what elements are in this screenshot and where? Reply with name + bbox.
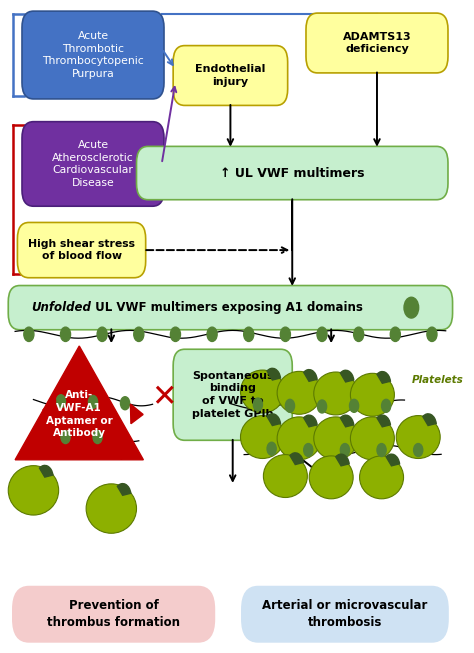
- FancyBboxPatch shape: [173, 46, 288, 105]
- Circle shape: [267, 442, 276, 455]
- Text: Endothelial
injury: Endothelial injury: [195, 64, 265, 87]
- FancyBboxPatch shape: [137, 146, 448, 200]
- Text: UL VWF multimers exposing A1 domains: UL VWF multimers exposing A1 domains: [91, 301, 363, 314]
- Circle shape: [171, 327, 181, 342]
- Ellipse shape: [314, 417, 358, 460]
- Wedge shape: [386, 454, 400, 466]
- Wedge shape: [377, 415, 391, 427]
- Ellipse shape: [314, 372, 358, 415]
- FancyBboxPatch shape: [173, 349, 292, 440]
- Polygon shape: [115, 441, 128, 460]
- Text: Anti-
VWF-A1
Aptamer or
Antibody: Anti- VWF-A1 Aptamer or Antibody: [46, 390, 113, 438]
- Text: Unfolded: Unfolded: [31, 301, 91, 314]
- Circle shape: [97, 327, 107, 342]
- Ellipse shape: [360, 456, 403, 499]
- Wedge shape: [118, 484, 131, 496]
- Wedge shape: [267, 414, 281, 426]
- Circle shape: [134, 327, 144, 342]
- FancyBboxPatch shape: [242, 586, 448, 642]
- Circle shape: [244, 327, 254, 342]
- FancyBboxPatch shape: [22, 121, 164, 206]
- Ellipse shape: [240, 370, 284, 413]
- Text: Prevention of
thrombus formation: Prevention of thrombus formation: [47, 599, 180, 629]
- Ellipse shape: [277, 372, 321, 414]
- Circle shape: [280, 327, 291, 342]
- Text: Arterial or microvascular
thrombosis: Arterial or microvascular thrombosis: [262, 599, 428, 629]
- Ellipse shape: [277, 417, 321, 460]
- Ellipse shape: [309, 456, 353, 499]
- Polygon shape: [80, 436, 92, 456]
- Wedge shape: [340, 415, 354, 427]
- Text: ADAMTS13
deficiency: ADAMTS13 deficiency: [343, 31, 411, 54]
- Polygon shape: [130, 404, 143, 424]
- Wedge shape: [340, 370, 354, 382]
- Circle shape: [318, 400, 327, 413]
- Circle shape: [24, 327, 34, 342]
- Circle shape: [382, 400, 391, 412]
- Polygon shape: [51, 439, 65, 458]
- Circle shape: [120, 397, 130, 409]
- Polygon shape: [15, 346, 143, 460]
- Ellipse shape: [350, 374, 394, 416]
- Circle shape: [304, 443, 313, 456]
- Ellipse shape: [396, 415, 440, 458]
- Wedge shape: [290, 453, 303, 464]
- Text: Spontaneous
binding
of VWF to
platelet GPIb: Spontaneous binding of VWF to platelet G…: [192, 370, 273, 419]
- Circle shape: [427, 327, 437, 342]
- Circle shape: [56, 395, 65, 407]
- Circle shape: [377, 443, 386, 456]
- Ellipse shape: [8, 466, 59, 515]
- Text: Acute
Thrombotic
Thrombocytopenic
Purpura: Acute Thrombotic Thrombocytopenic Purpur…: [42, 31, 144, 79]
- Polygon shape: [98, 406, 110, 425]
- Circle shape: [285, 400, 294, 412]
- Wedge shape: [267, 368, 281, 380]
- FancyBboxPatch shape: [22, 11, 164, 99]
- Wedge shape: [39, 466, 53, 477]
- Circle shape: [89, 396, 98, 408]
- Ellipse shape: [86, 484, 137, 534]
- Circle shape: [404, 297, 419, 318]
- Circle shape: [61, 430, 70, 443]
- Polygon shape: [71, 404, 83, 424]
- Ellipse shape: [350, 417, 394, 460]
- Circle shape: [207, 327, 217, 342]
- Wedge shape: [304, 415, 317, 427]
- Ellipse shape: [264, 454, 307, 498]
- FancyBboxPatch shape: [13, 586, 214, 642]
- Text: Platelets: Platelets: [411, 375, 463, 385]
- Wedge shape: [336, 454, 349, 466]
- Circle shape: [390, 327, 401, 342]
- Circle shape: [317, 327, 327, 342]
- Wedge shape: [423, 414, 436, 426]
- Text: ✕: ✕: [151, 383, 177, 413]
- Circle shape: [349, 400, 359, 412]
- Ellipse shape: [240, 415, 284, 458]
- Circle shape: [61, 327, 71, 342]
- FancyBboxPatch shape: [306, 13, 448, 73]
- Text: Acute
Atherosclerotic
Cardiovascular
Disease: Acute Atherosclerotic Cardiovascular Dis…: [52, 140, 134, 188]
- Wedge shape: [377, 372, 391, 383]
- Text: ↑ UL VWF multimers: ↑ UL VWF multimers: [220, 167, 365, 180]
- Circle shape: [253, 398, 263, 411]
- Wedge shape: [304, 370, 317, 381]
- FancyBboxPatch shape: [18, 223, 146, 278]
- Text: High shear stress
of blood flow: High shear stress of blood flow: [28, 239, 135, 261]
- FancyBboxPatch shape: [8, 285, 453, 330]
- Circle shape: [340, 443, 349, 456]
- Circle shape: [414, 443, 423, 456]
- Circle shape: [354, 327, 364, 342]
- Circle shape: [93, 430, 102, 443]
- Polygon shape: [43, 400, 55, 419]
